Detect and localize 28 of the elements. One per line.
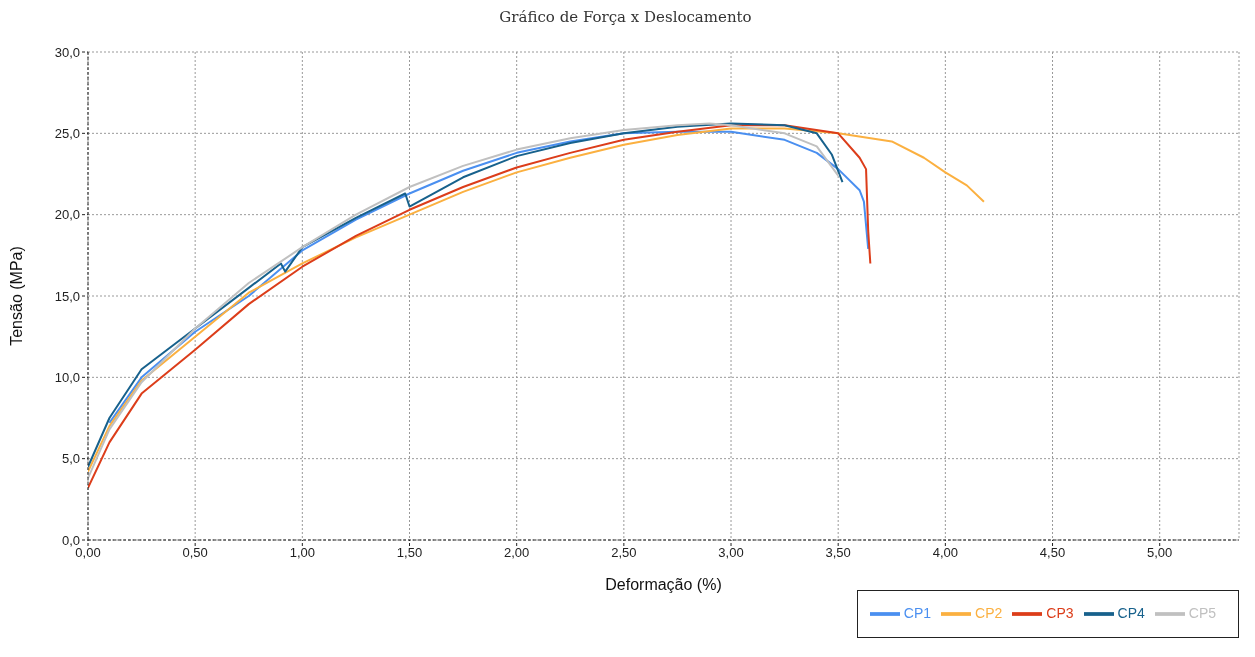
line-series xyxy=(108,130,870,424)
x-tick-label: 4,00 xyxy=(932,545,959,561)
y-tick-label: 30,0 xyxy=(54,44,80,60)
y-tick-label: 25,0 xyxy=(54,125,80,141)
legend-label: CP5 xyxy=(1188,604,1216,621)
x-tick-label: 2,00 xyxy=(504,545,530,561)
legend-label: CP4 xyxy=(1117,604,1145,621)
x-axis-title: Deformação (%) xyxy=(605,576,722,593)
x-tick-label: 0,00 xyxy=(75,545,101,561)
y-tick-label: 0,0 xyxy=(61,532,80,548)
x-tick-label: 0,50 xyxy=(182,545,208,561)
x-tick-label: 1,50 xyxy=(396,545,423,561)
x-tick-label: 1,00 xyxy=(289,545,315,561)
y-axis-title: Tensão (MPa) xyxy=(7,246,25,346)
legend-label: CP3 xyxy=(1046,604,1074,621)
y-tick-label: 20,0 xyxy=(54,207,80,223)
y-tick-label: 5,0 xyxy=(61,451,80,467)
x-tick-label: 3,50 xyxy=(825,545,851,561)
chart-title: Gráfico de Força x Deslocamento xyxy=(498,8,753,28)
x-tick-label: 2,50 xyxy=(611,545,637,561)
x-tick-label: 4,50 xyxy=(1039,545,1066,561)
x-tick-label: 3,00 xyxy=(718,545,744,561)
y-tick-label: 10,0 xyxy=(54,369,80,385)
legend-label: CP2 xyxy=(975,604,1003,621)
y-tick-label: 15,0 xyxy=(54,288,80,304)
line-series xyxy=(88,127,985,473)
x-tick-label: 5,00 xyxy=(1147,545,1173,561)
legend-label: CP1 xyxy=(903,604,932,621)
